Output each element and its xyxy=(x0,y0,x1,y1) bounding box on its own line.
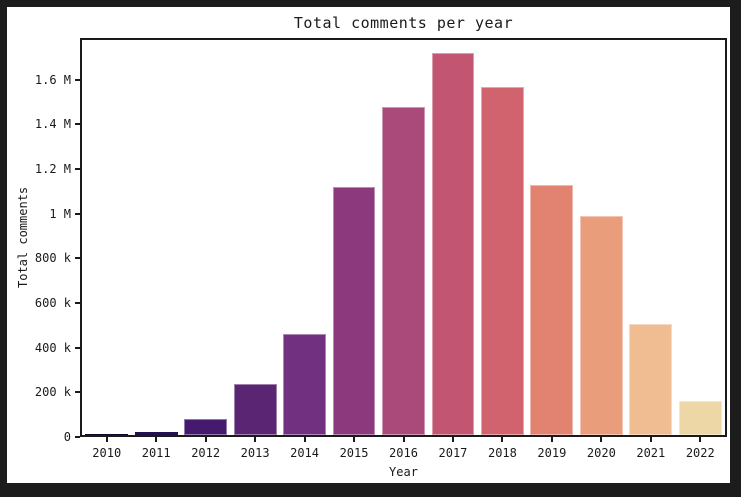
bar-2018 xyxy=(481,86,524,435)
y-tick-label: 1 M xyxy=(49,206,71,221)
y-tick-mark xyxy=(75,346,80,349)
y-tick-label: 0 xyxy=(63,430,71,444)
y-tick-mark xyxy=(75,123,80,126)
x-tick-label: 2013 xyxy=(240,446,270,460)
y-tick-mark xyxy=(75,167,80,170)
x-tick-mark xyxy=(600,437,603,442)
bar-2019 xyxy=(530,185,574,435)
x-tick-label: 2014 xyxy=(290,446,320,460)
x-tick-mark xyxy=(451,437,454,442)
x-tick-mark xyxy=(155,437,158,442)
bar-2017 xyxy=(431,53,475,435)
x-tick-label: 2020 xyxy=(586,446,616,460)
chart-figure: Total comments per year Total comments Y… xyxy=(7,7,730,483)
x-tick-label: 2015 xyxy=(339,446,369,460)
x-tick-label: 2011 xyxy=(141,446,171,460)
bar-2020 xyxy=(579,215,623,435)
bar-2012 xyxy=(184,418,228,435)
x-tick-label: 2018 xyxy=(487,446,517,460)
x-tick-mark xyxy=(254,437,257,442)
x-tick-label: 2012 xyxy=(191,446,221,460)
y-tick-mark xyxy=(75,212,80,215)
x-tick-mark xyxy=(550,437,553,442)
y-tick-label: 1.6 M xyxy=(34,72,71,87)
x-tick-label: 2016 xyxy=(389,446,418,460)
chart-title: Total comments per year xyxy=(293,14,514,32)
plot-area xyxy=(80,38,727,437)
y-tick-mark xyxy=(75,301,80,304)
y-tick-mark xyxy=(75,78,80,81)
y-tick-label: 1.2 M xyxy=(34,161,71,176)
bar-2010 xyxy=(85,434,129,435)
bars-container xyxy=(82,40,725,435)
bar-2016 xyxy=(382,107,425,435)
x-tick-label: 2022 xyxy=(685,446,715,460)
x-tick-label: 2017 xyxy=(438,446,468,460)
x-axis-label: Year xyxy=(389,465,418,479)
bar-2022 xyxy=(678,400,722,435)
y-tick-label: 800 k xyxy=(34,251,71,266)
x-tick-mark xyxy=(649,437,652,442)
x-tick-mark xyxy=(204,437,207,442)
x-tick-mark xyxy=(353,437,356,442)
y-tick-mark xyxy=(75,391,80,394)
x-tick-label: 2010 xyxy=(92,446,122,460)
y-tick-label: 400 k xyxy=(34,340,71,355)
y-axis-label: Total comments xyxy=(16,186,30,289)
bar-2015 xyxy=(332,187,376,435)
x-tick-mark xyxy=(501,437,504,442)
y-tick-label: 1.4 M xyxy=(34,117,71,132)
bar-2021 xyxy=(629,324,673,435)
bar-2011 xyxy=(134,431,178,435)
x-tick-mark xyxy=(402,437,405,442)
x-tick-label: 2019 xyxy=(537,446,567,460)
bar-2013 xyxy=(233,384,277,435)
x-tick-mark xyxy=(105,437,108,442)
y-tick-mark xyxy=(75,257,80,260)
x-tick-mark xyxy=(303,437,306,442)
y-tick-mark xyxy=(75,436,80,438)
x-tick-mark xyxy=(699,437,702,442)
x-tick-label: 2021 xyxy=(636,446,666,460)
y-tick-label: 200 k xyxy=(34,385,71,400)
bar-2014 xyxy=(283,333,326,435)
y-tick-label: 600 k xyxy=(34,295,71,310)
